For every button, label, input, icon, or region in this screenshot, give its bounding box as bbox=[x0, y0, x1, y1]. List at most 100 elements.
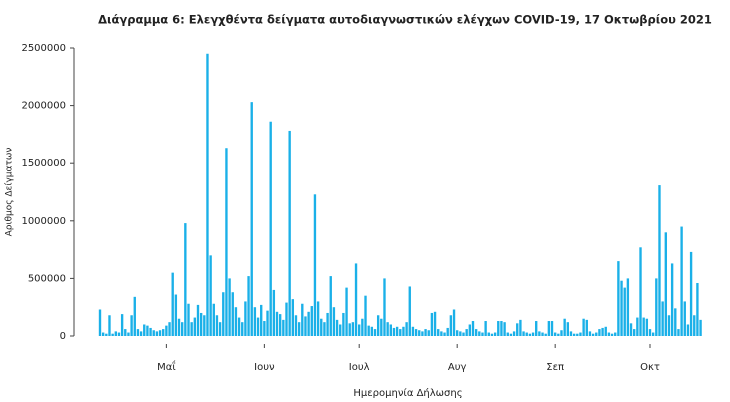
bar bbox=[550, 321, 554, 336]
bar bbox=[307, 311, 310, 336]
bar bbox=[162, 329, 165, 336]
bar bbox=[576, 333, 579, 336]
bar bbox=[180, 322, 184, 336]
bar bbox=[310, 306, 313, 336]
bar bbox=[376, 315, 380, 336]
bar bbox=[636, 317, 639, 336]
bar bbox=[680, 226, 683, 336]
bar bbox=[658, 185, 661, 336]
bar bbox=[332, 307, 336, 336]
bar bbox=[661, 301, 664, 336]
bar bbox=[193, 317, 197, 336]
bar bbox=[572, 333, 576, 336]
bar bbox=[247, 276, 250, 336]
bar bbox=[604, 326, 607, 336]
bar bbox=[190, 322, 193, 336]
bar bbox=[683, 301, 686, 336]
bar bbox=[516, 323, 519, 336]
bar bbox=[291, 299, 295, 336]
bar bbox=[535, 321, 538, 336]
bar bbox=[522, 331, 525, 336]
bar bbox=[506, 332, 509, 336]
bar bbox=[367, 325, 370, 336]
bar bbox=[437, 329, 440, 336]
bar bbox=[158, 330, 162, 336]
bar bbox=[462, 332, 465, 336]
bar bbox=[655, 278, 658, 336]
bar bbox=[528, 333, 532, 336]
bar bbox=[484, 321, 487, 336]
bar bbox=[610, 333, 614, 336]
x-tick-label: Μαΐ bbox=[157, 359, 176, 373]
bar bbox=[617, 261, 620, 336]
bar bbox=[490, 333, 494, 336]
bar bbox=[98, 309, 102, 336]
bar bbox=[228, 278, 231, 336]
bar bbox=[446, 327, 449, 336]
bar bbox=[629, 323, 633, 336]
y-tick-label: 500000 bbox=[28, 273, 66, 284]
bar bbox=[234, 307, 238, 336]
bar bbox=[320, 318, 323, 336]
bar bbox=[348, 323, 351, 336]
bar bbox=[345, 287, 348, 336]
bar bbox=[689, 251, 693, 336]
bar bbox=[664, 232, 667, 336]
bar bbox=[266, 310, 269, 336]
bar bbox=[168, 322, 171, 336]
bar bbox=[677, 329, 680, 336]
bar bbox=[525, 332, 528, 336]
bar bbox=[588, 331, 592, 336]
bar bbox=[117, 332, 121, 336]
bar bbox=[411, 326, 415, 336]
bar bbox=[563, 318, 566, 336]
bar bbox=[547, 321, 551, 336]
bar bbox=[579, 332, 582, 336]
bar bbox=[351, 322, 355, 336]
bar bbox=[569, 331, 573, 336]
bar bbox=[165, 325, 168, 336]
bar bbox=[427, 330, 430, 336]
bar bbox=[595, 332, 598, 336]
bar bbox=[500, 321, 503, 336]
y-tick-label: 1000000 bbox=[21, 216, 66, 227]
bar bbox=[203, 315, 206, 336]
bar bbox=[670, 263, 674, 336]
bar bbox=[301, 303, 304, 336]
bar bbox=[648, 329, 652, 336]
bar bbox=[674, 308, 677, 336]
bar bbox=[323, 322, 326, 336]
bar bbox=[667, 315, 671, 336]
bar bbox=[101, 332, 105, 336]
bar bbox=[607, 332, 611, 336]
bar bbox=[177, 318, 181, 336]
bar bbox=[256, 317, 260, 336]
bar bbox=[399, 329, 402, 336]
bar bbox=[316, 301, 320, 336]
bar bbox=[553, 332, 557, 336]
bar bbox=[585, 319, 588, 336]
bar bbox=[560, 330, 563, 336]
bar bbox=[541, 332, 544, 336]
bar bbox=[244, 301, 247, 336]
x-tick-label: Ιουλ bbox=[349, 362, 370, 373]
bar bbox=[544, 333, 547, 336]
bar bbox=[402, 326, 405, 336]
bar bbox=[623, 287, 626, 336]
bar bbox=[512, 331, 516, 336]
bar bbox=[149, 327, 152, 336]
bar bbox=[212, 303, 215, 336]
bar bbox=[174, 294, 178, 336]
bar bbox=[633, 329, 636, 336]
bar bbox=[222, 292, 225, 336]
bar bbox=[566, 322, 570, 336]
bar bbox=[171, 272, 174, 336]
bar bbox=[335, 319, 339, 336]
bar bbox=[111, 333, 114, 336]
x-tick-label: Ιουν bbox=[254, 362, 275, 373]
y-tick-label: 1500000 bbox=[21, 158, 66, 169]
bar bbox=[478, 331, 481, 336]
bar bbox=[497, 321, 500, 336]
bar bbox=[269, 121, 272, 336]
bar bbox=[196, 304, 200, 336]
